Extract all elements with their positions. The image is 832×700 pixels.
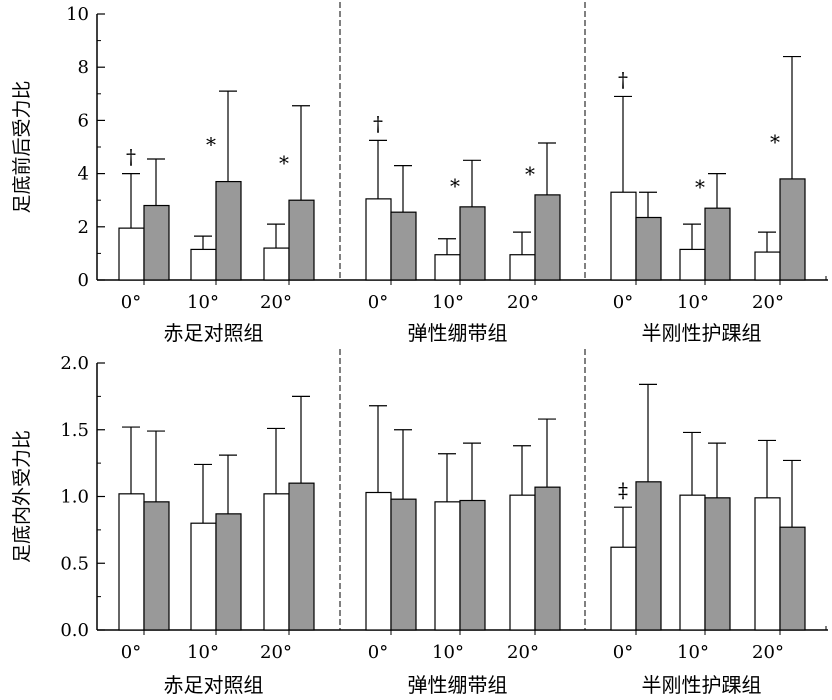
y-tick-label: 4: [78, 164, 89, 185]
y-tick-label: 8: [78, 57, 89, 78]
group-label: 赤足对照组: [164, 673, 264, 697]
significance-mark: †: [618, 67, 628, 91]
x-tick-label: 10°: [432, 642, 464, 663]
group-label: 半刚性护踝组: [642, 673, 762, 697]
bar-white: [610, 191, 637, 281]
x-tick-label: 20°: [752, 292, 784, 313]
bar-gray: [459, 206, 486, 281]
y-tick-label: 6: [78, 110, 89, 131]
x-tick-label: 0°: [368, 642, 388, 663]
x-tick-label: 20°: [260, 292, 292, 313]
bar-white: [118, 227, 145, 281]
bar-white: [263, 493, 290, 631]
bar-gray: [143, 204, 170, 281]
group-label: 赤足对照组: [164, 321, 264, 345]
significance-mark: *: [206, 133, 216, 157]
bar-gray: [459, 499, 486, 631]
x-tick-label: 10°: [187, 642, 219, 663]
y-tick-label: 2: [78, 217, 89, 238]
y-tick-label: 2.0: [60, 353, 89, 374]
group-label: 弹性绷带组: [408, 673, 508, 697]
bar-gray: [635, 216, 662, 281]
x-tick-label: 20°: [507, 292, 539, 313]
y-tick-label: 1.5: [60, 420, 89, 441]
bar-gray: [534, 486, 561, 631]
significance-mark: ‡: [618, 478, 628, 502]
x-tick-label: 10°: [432, 292, 464, 313]
significance-mark: *: [525, 162, 535, 186]
bar-white: [434, 501, 461, 631]
bar-gray: [390, 211, 417, 281]
significance-mark: *: [770, 130, 780, 154]
bar-white: [754, 251, 781, 281]
significance-mark: *: [450, 174, 460, 198]
bar-gray: [635, 481, 662, 631]
bar-gray: [779, 526, 806, 631]
bar-white: [118, 493, 145, 631]
significance-mark: †: [126, 145, 136, 169]
bar-white: [190, 248, 217, 281]
bar-gray: [704, 497, 731, 631]
bar-white: [434, 254, 461, 281]
y-tick-label: 0.0: [60, 620, 89, 641]
bar-gray: [288, 482, 315, 631]
bar-gray: [390, 498, 417, 631]
bar-white: [754, 497, 781, 631]
y-tick-label: 0: [78, 270, 89, 291]
bar-white: [190, 522, 217, 631]
bar-white: [679, 494, 706, 631]
x-tick-label: 0°: [121, 292, 141, 313]
y-tick-label: 1.0: [60, 487, 89, 508]
x-tick-label: 0°: [121, 642, 141, 663]
bar-gray: [215, 180, 242, 281]
y-tick-label: 10: [66, 4, 89, 25]
group-label: 半刚性护踝组: [642, 321, 762, 345]
significance-mark: *: [695, 175, 705, 199]
bar-white: [365, 198, 392, 281]
group-label: 弹性绷带组: [408, 321, 508, 345]
x-tick-label: 10°: [187, 292, 219, 313]
bar-gray: [779, 178, 806, 281]
bar-gray: [534, 194, 561, 281]
bar-white: [509, 254, 536, 281]
y-axis-label: 足底前后受力比: [11, 80, 33, 213]
x-tick-label: 0°: [613, 642, 633, 663]
bar-gray: [143, 501, 170, 631]
significance-mark: †: [373, 111, 383, 135]
x-tick-label: 20°: [752, 642, 784, 663]
bar-white: [610, 546, 637, 631]
y-tick-label: 0.5: [60, 553, 89, 574]
y-axis-label: 足底内外受力比: [11, 430, 33, 563]
x-tick-label: 20°: [507, 642, 539, 663]
bar-white: [509, 494, 536, 631]
x-tick-label: 20°: [260, 642, 292, 663]
bar-white: [263, 247, 290, 281]
x-tick-label: 10°: [677, 292, 709, 313]
bar-gray: [288, 199, 315, 281]
x-tick-label: 0°: [613, 292, 633, 313]
bar-gray: [704, 207, 731, 281]
x-tick-label: 10°: [677, 642, 709, 663]
bar-white: [679, 248, 706, 281]
bar-gray: [215, 513, 242, 631]
bar-white: [365, 491, 392, 631]
x-tick-label: 0°: [368, 292, 388, 313]
significance-mark: *: [279, 151, 289, 175]
